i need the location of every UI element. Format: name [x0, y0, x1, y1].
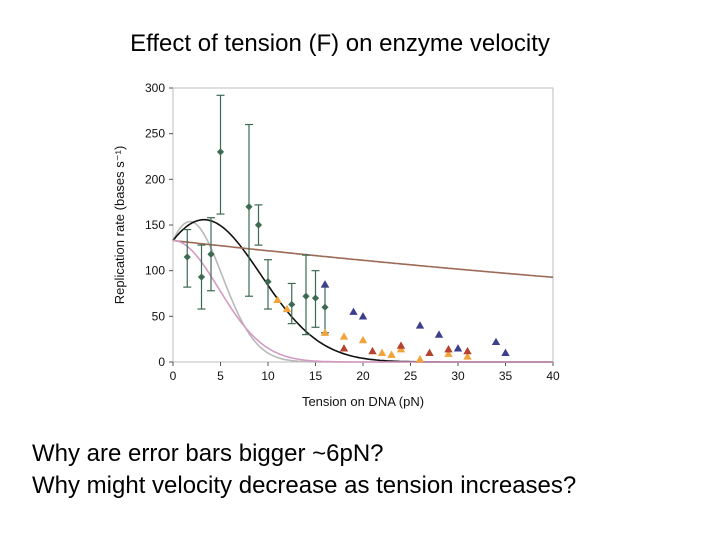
y-tick-label: 150: [145, 218, 165, 232]
chart-svg: 0 5 10 15 20 25 30 35 40 0 50 100 150 200 250 300 Tensi…: [112, 81, 560, 409]
data-point-triangle: [358, 312, 368, 320]
data-point-triangle: [463, 346, 472, 355]
data-point-triangle: [444, 345, 453, 353]
data-point-triangle: [320, 280, 330, 288]
data-point-triangle: [444, 349, 453, 357]
x-tick-label: 30: [451, 369, 465, 383]
x-tick-label: 20: [356, 369, 370, 383]
data-point-triangle: [377, 348, 387, 357]
data-point-triangle: [463, 352, 472, 360]
x-tick-label: 35: [499, 369, 513, 383]
data-point-triangle: [282, 304, 292, 313]
x-tick-label: 15: [309, 369, 323, 383]
x-tick-label: 25: [404, 369, 418, 383]
data-point-triangle: [415, 355, 425, 363]
fit-curve: [172, 239, 554, 279]
replication-rate-chart: 0 5 10 15 20 25 30 35 40 0 50 100 150 200 250 300 Tensi…: [100, 72, 580, 412]
data-point-triangle: [273, 295, 282, 304]
data-point-triangle: [491, 337, 501, 346]
x-tick-label: 0: [170, 369, 177, 383]
x-tick-label: 10: [261, 369, 275, 383]
y-tick-label: 50: [152, 309, 166, 323]
data-point-diamond: [245, 203, 253, 211]
data-point-triangle: [320, 328, 330, 336]
y-axis-label: Replication rate (bases s⁻¹): [112, 146, 127, 305]
data-point-diamond: [183, 253, 191, 261]
data-point-triangle: [387, 350, 396, 358]
data-point-triangle: [415, 321, 425, 329]
data-point-diamond: [321, 303, 329, 311]
data-point-triangle: [349, 307, 358, 315]
data-point-diamond: [288, 300, 296, 309]
plot-area: [172, 87, 554, 363]
fit-curve: [172, 239, 553, 363]
x-axis-label: Tension on DNA (pN): [302, 394, 424, 409]
data-point-triangle: [396, 341, 406, 349]
question-2: Why might velocity decrease as tension i…: [32, 472, 577, 499]
y-tick-label: 100: [145, 264, 165, 278]
x-tick-label: 5: [217, 369, 224, 383]
data-point-triangle: [339, 332, 349, 340]
data-point-triangle: [339, 344, 349, 352]
data-point-triangle: [425, 348, 434, 357]
data-point-triangle: [358, 335, 368, 344]
questions: Why are error bars bigger ~6pN? Why migh…: [32, 438, 576, 502]
data-point-triangle: [501, 348, 510, 357]
question-1: Why are error bars bigger ~6pN?: [32, 440, 384, 467]
slide-title: Effect of tension (F) on enzyme velocity: [130, 30, 550, 57]
y-tick-label: 0: [158, 355, 165, 369]
y-tick-label: 200: [145, 172, 165, 186]
data-point-triangle: [434, 330, 444, 338]
data-point-diamond: [254, 221, 263, 229]
data-point-diamond: [311, 294, 320, 302]
y-tick-label: 250: [145, 127, 165, 141]
x-tick-label: 40: [546, 369, 560, 383]
data-point-diamond: [264, 278, 272, 286]
data-point-diamond: [197, 273, 206, 281]
data-point-triangle: [453, 344, 463, 352]
y-tick-label: 300: [145, 81, 165, 95]
data-point-diamond: [302, 292, 310, 300]
data-point-triangle: [368, 346, 377, 355]
